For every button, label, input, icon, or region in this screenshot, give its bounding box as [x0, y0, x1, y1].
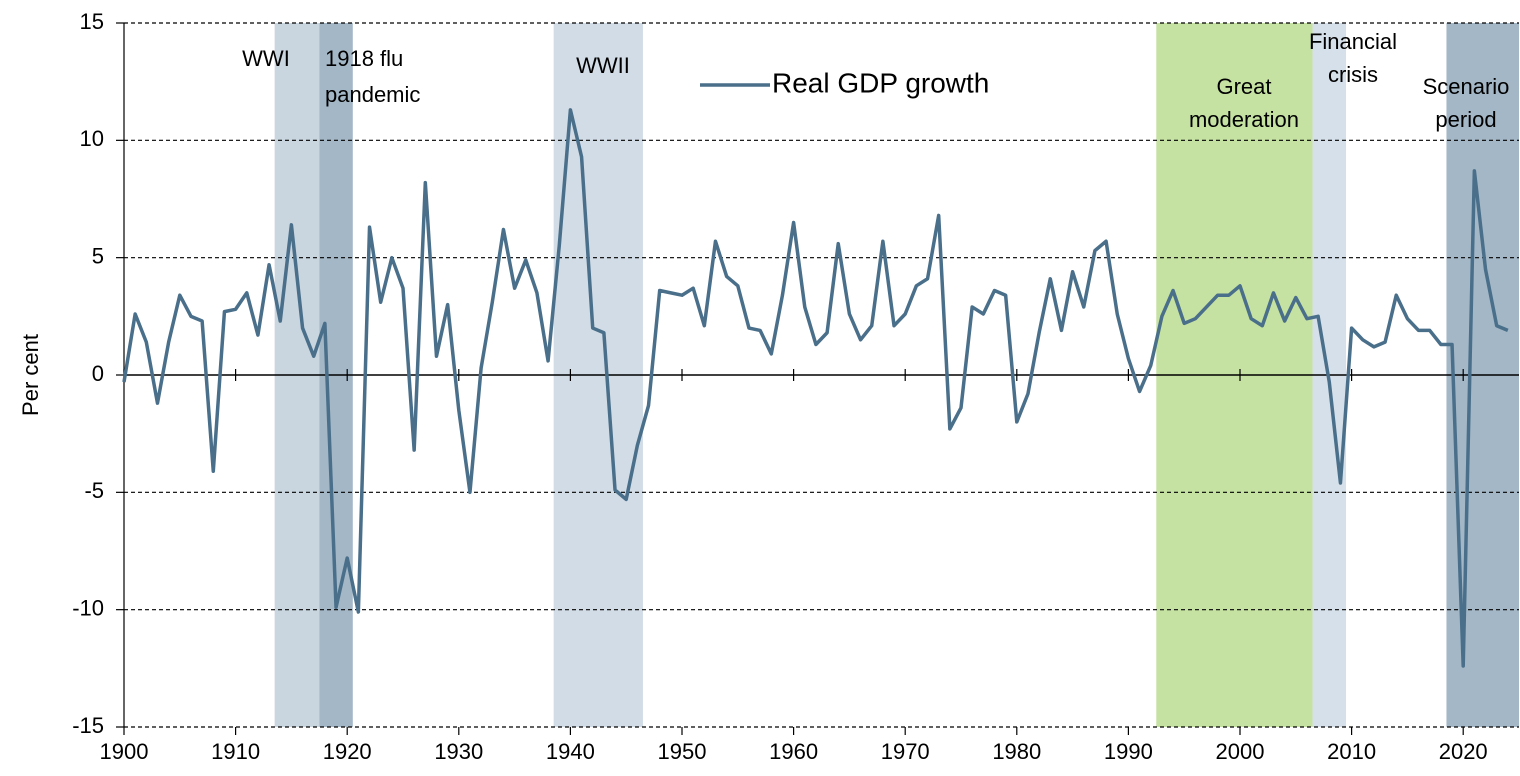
band-label: 1918 flu: [325, 46, 403, 71]
x-tick-label: 1980: [992, 739, 1041, 764]
band-label: crisis: [1328, 62, 1378, 87]
band-label: Financial: [1309, 29, 1397, 54]
x-tick-label: 1990: [1104, 739, 1153, 764]
x-tick-label: 1920: [323, 739, 372, 764]
x-tick-label: 1910: [211, 739, 260, 764]
band-label: WWII: [576, 53, 630, 78]
series-line: [122, 108, 1509, 668]
y-tick-label: 15: [80, 9, 104, 34]
band-label: Great: [1216, 74, 1271, 99]
y-tick-label: 5: [92, 243, 104, 268]
x-tick-label: 1900: [100, 739, 149, 764]
y-tick-label: 10: [80, 126, 104, 151]
legend-label: Real GDP growth: [772, 67, 989, 98]
x-tick-label: 2010: [1327, 739, 1376, 764]
x-tick-label: 2000: [1216, 739, 1265, 764]
y-tick-label: -15: [72, 713, 104, 738]
x-tick-label: 1950: [658, 739, 707, 764]
lines: WWI 1918 flu pandemic WWII Great moderation Fi…: [122, 29, 1510, 668]
band-label: Scenario: [1423, 74, 1510, 99]
x-tick-label: 1930: [434, 739, 483, 764]
y-axis-label: Per cent: [18, 334, 43, 416]
y-tick-label: -10: [72, 595, 104, 620]
y-tick-label: 0: [92, 361, 104, 386]
band-label: period: [1435, 107, 1496, 132]
band-label: moderation: [1189, 107, 1299, 132]
x-tick-label: 1970: [881, 739, 930, 764]
band-label: WWI: [242, 46, 290, 71]
band-label: pandemic: [325, 82, 420, 107]
y-tick-label: -5: [84, 478, 104, 503]
x-tick-label: 1940: [546, 739, 595, 764]
x-tick-label: 2020: [1439, 739, 1488, 764]
x-tick-label: 1960: [769, 739, 818, 764]
